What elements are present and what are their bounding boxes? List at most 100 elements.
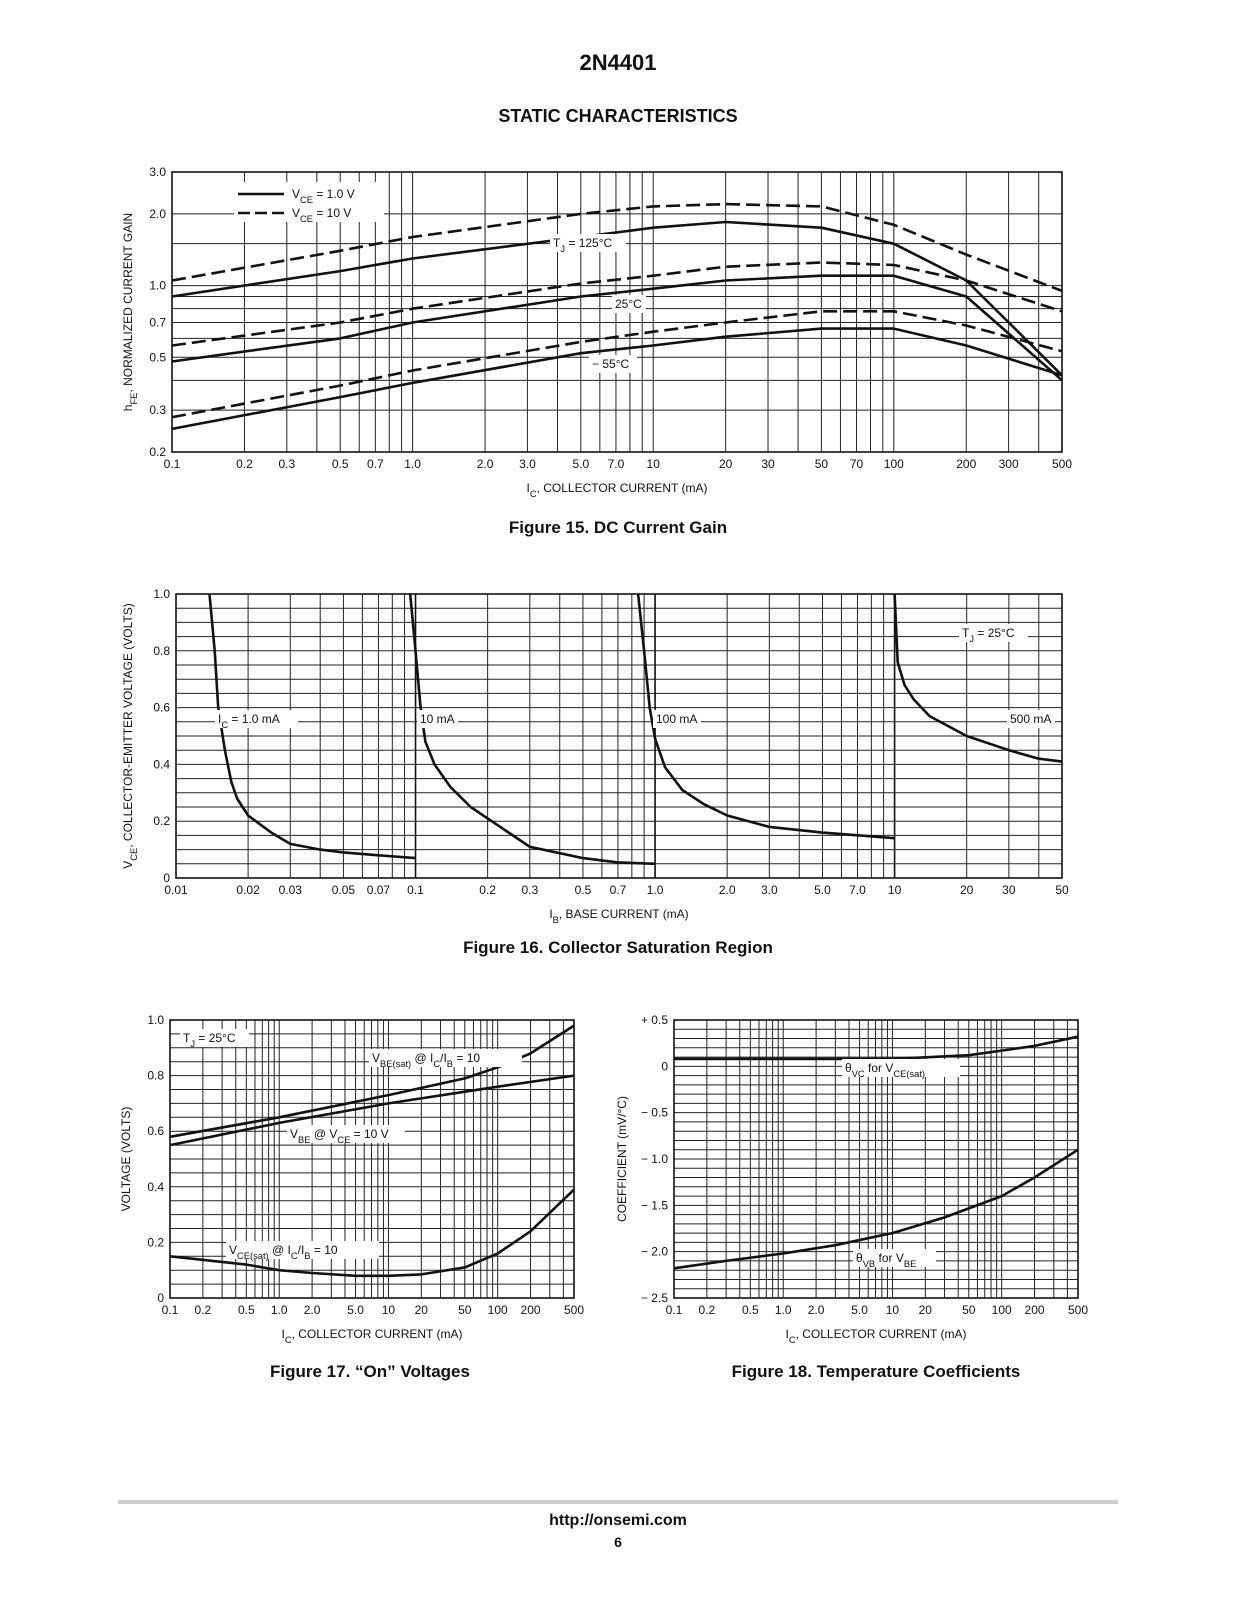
plot-frame (175, 593, 1063, 879)
x-tick-label: 2.0 (719, 883, 736, 897)
x-tick-label: 0.2 (236, 457, 253, 471)
x-tick-label: 10 (888, 883, 902, 897)
annotation-backdrop (959, 624, 1028, 642)
footer-url[interactable]: http://onsemi.com (549, 1512, 687, 1529)
x-tick-label: 500 (1052, 457, 1072, 471)
annotation-backdrop (369, 1049, 522, 1067)
x-tick-label: 0.2 (479, 883, 496, 897)
annotation-backdrop (653, 710, 701, 728)
y-tick-label: 0 (661, 1059, 668, 1073)
fig18-series-line-0 (674, 1035, 1079, 1061)
x-tick-label: 0.3 (278, 457, 295, 471)
x-tick-label: 50 (962, 1303, 976, 1317)
page-number: 6 (614, 1534, 622, 1550)
y-tick-label: 1.0 (153, 587, 170, 601)
y-axis-label: VOLTAGE (VOLTS) (119, 1107, 133, 1212)
y-tick-label: − 0.5 (641, 1106, 668, 1120)
x-tick-label: 3.0 (519, 457, 536, 471)
fig16-series-line-1 (408, 593, 656, 866)
y-tick-label: 0.4 (153, 757, 170, 771)
annotation-backdrop (853, 1249, 936, 1267)
fig17-series-line-2 (169, 1188, 575, 1278)
x-axis-label: IC​, COLLECTOR CURRENT (mA) (282, 1327, 463, 1345)
y-tick-label: 0 (157, 1291, 164, 1305)
y-tick-label: 0.3 (149, 403, 166, 417)
x-tick-label: 0.5 (742, 1303, 759, 1317)
y-tick-label: − 2.5 (641, 1291, 668, 1305)
fig18-series-line-1 (673, 1148, 1079, 1270)
figure-18-caption: Figure 18. Temperature Coefficients (731, 1362, 1021, 1381)
annotation-backdrop (287, 1125, 405, 1143)
annotation-label: 25°C (615, 297, 642, 311)
x-tick-label: 100 (884, 457, 904, 471)
fig16-series-line-3 (893, 593, 1063, 763)
x-tick-label: 200 (956, 457, 976, 471)
y-tick-label: 0.2 (153, 814, 170, 828)
y-tick-label: 0.8 (147, 1069, 164, 1083)
y-tick-label: 0.7 (149, 315, 166, 329)
plot-frame (673, 1019, 1079, 1299)
x-tick-label: 10 (382, 1303, 396, 1317)
annotation-backdrop (215, 710, 298, 728)
x-tick-label: 0.1 (666, 1303, 683, 1317)
y-axis-label: COEFFICIENT (mV/°C) (615, 1096, 629, 1222)
x-tick-label: 0.01 (164, 883, 188, 897)
x-tick-label: 50 (458, 1303, 472, 1317)
annotation-backdrop (612, 295, 646, 313)
x-tick-label: 1.0 (271, 1303, 288, 1317)
fig15-series-line-5 (171, 310, 1063, 419)
x-tick-label: 0.3 (521, 883, 538, 897)
fig16-series-line-0 (208, 593, 416, 860)
plot-frame (171, 171, 1063, 453)
x-tick-label: 7.0 (608, 457, 625, 471)
x-tick-label: 0.7 (610, 883, 627, 897)
y-tick-label: 0 (163, 871, 170, 885)
x-tick-label: 50 (1055, 883, 1069, 897)
annotation-backdrop (1007, 710, 1055, 728)
y-tick-label: 0.2 (147, 1235, 164, 1249)
y-tick-label: 1.0 (149, 279, 166, 293)
fig17-series-line-0 (169, 1024, 575, 1139)
y-tick-label: − 1.5 (641, 1198, 668, 1212)
x-tick-label: 0.7 (367, 457, 384, 471)
x-tick-label: 0.1 (162, 1303, 179, 1317)
annotation-label: 10 mA (420, 712, 455, 726)
x-tick-label: 2.0 (477, 457, 494, 471)
x-tick-label: 0.05 (332, 883, 356, 897)
x-tick-label: 5.0 (851, 1303, 868, 1317)
x-tick-label: 5.0 (814, 883, 831, 897)
x-tick-label: 500 (1068, 1303, 1088, 1317)
x-tick-label: 0.1 (164, 457, 181, 471)
x-tick-label: 100 (488, 1303, 508, 1317)
x-tick-label: 20 (719, 457, 733, 471)
x-tick-label: 2.0 (808, 1303, 825, 1317)
annotation-label: VBE​ @ VCE​ = 10 V (290, 1127, 389, 1145)
legend-box (234, 182, 384, 222)
x-tick-label: 200 (1025, 1303, 1045, 1317)
annotation-label: VCE(sat)​ @ IC​/IB​ = 10 (229, 1243, 338, 1261)
fig15-series-line-0 (171, 220, 1063, 377)
x-tick-label: 0.5 (238, 1303, 255, 1317)
x-tick-label: 100 (992, 1303, 1012, 1317)
fig18-chart: 0.1 0.2 0.5 1.0 2.0 5.0 10 20 50 100 200 500 + 0.5 0 −… (615, 1013, 1088, 1345)
y-tick-label: 0.5 (149, 350, 166, 364)
x-tick-label: 0.07 (367, 883, 391, 897)
fig15-series-line-4 (171, 327, 1063, 431)
fig17-chart: 0.1 0.2 0.5 1.0 2.0 5.0 10 20 50 100 200 500 0 0.2 0.4… (119, 1013, 584, 1345)
legend-label: VCE​ = 1.0 V (292, 187, 355, 205)
x-tick-label: 0.03 (279, 883, 303, 897)
annotation-backdrop (550, 234, 626, 252)
x-tick-label: 5.0 (572, 457, 589, 471)
x-axis-label: IC​, COLLECTOR CURRENT (mA) (786, 1327, 967, 1345)
x-tick-label: 0.2 (195, 1303, 212, 1317)
figure-15-caption: Figure 15. DC Current Gain (508, 518, 728, 537)
x-tick-label: 300 (999, 457, 1019, 471)
x-tick-label: 1.0 (775, 1303, 792, 1317)
fig15-series-line-1 (171, 202, 1063, 293)
fig15-series-line-3 (171, 261, 1063, 347)
y-tick-label: 0.2 (149, 445, 166, 459)
x-tick-label: 500 (564, 1303, 584, 1317)
fig15-chart: 0.1 0.2 0.3 0.5 0.7 1.0 2.0 3.0 5.0 7.0 10 20 30 50 70… (121, 165, 1072, 499)
annotation-label: 500 mA (1010, 712, 1051, 726)
